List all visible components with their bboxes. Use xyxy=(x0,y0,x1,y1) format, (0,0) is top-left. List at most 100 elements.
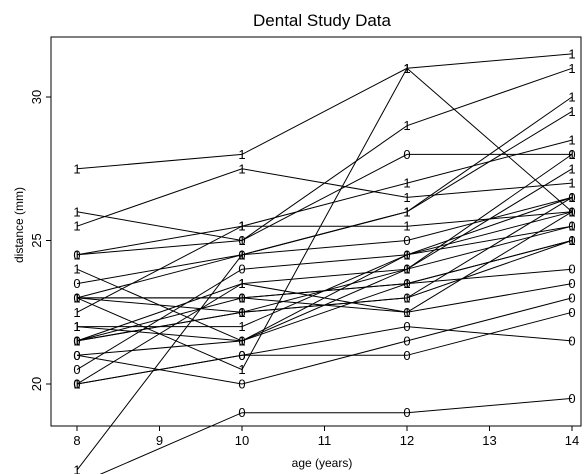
y-axis: 20 25 30 xyxy=(29,90,51,391)
series-18-point-2: 1 xyxy=(238,319,245,334)
series-22-point-3: 1 xyxy=(403,276,410,291)
series-24-point-3: 1 xyxy=(403,204,410,219)
series-5-point-4: 0 xyxy=(568,276,575,291)
series-23-point-2: 1 xyxy=(238,276,245,291)
series-1-point-2: 0 xyxy=(238,377,245,392)
series-23-point-1: 1 xyxy=(73,333,80,348)
series-6-point-1: 0 xyxy=(73,377,80,392)
series-line-19 xyxy=(76,225,573,342)
series-19-point-1: 1 xyxy=(73,262,80,277)
x-tick-label-9: 9 xyxy=(156,433,163,448)
chart-title: Dental Study Data xyxy=(253,11,392,30)
series-7-point-3: 0 xyxy=(403,290,410,305)
series-27-point-4: 1 xyxy=(568,233,575,248)
series-19-point-3: 1 xyxy=(403,247,410,262)
series-21-point-2: 1 xyxy=(238,147,245,162)
series-20-point-3: 1 xyxy=(403,61,410,76)
y-tick-label-20: 20 xyxy=(29,377,44,391)
series-12-point-1: 1 xyxy=(73,204,80,219)
series-9-point-2: 0 xyxy=(238,348,245,363)
series-8-point-4: 0 xyxy=(568,262,575,277)
series-14-point-1: 1 xyxy=(73,290,80,305)
series-26-point-2: 1 xyxy=(238,247,245,262)
series-6-point-2: 0 xyxy=(238,348,245,363)
series-10-point-4: 0 xyxy=(568,391,575,406)
series-15-point-1: 1 xyxy=(73,219,80,234)
series-4-point-2: 0 xyxy=(238,247,245,262)
series-11-point-4: 0 xyxy=(568,147,575,162)
series-11-point-2: 0 xyxy=(238,233,245,248)
series-2-point-4: 0 xyxy=(568,219,575,234)
series-line-25 xyxy=(76,211,573,313)
series-17-point-4: 1 xyxy=(568,133,575,148)
series-21-point-4: 1 xyxy=(568,46,575,61)
x-tick-label-14: 14 xyxy=(565,433,579,448)
series-line-15 xyxy=(76,168,573,227)
series-8-point-3: 0 xyxy=(403,276,410,291)
series-11-point-1: 0 xyxy=(73,247,80,262)
series-17-point-3: 1 xyxy=(403,176,410,191)
series-line-22 xyxy=(77,240,573,299)
series-7-point-4: 0 xyxy=(568,233,575,248)
series-19-point-2: 1 xyxy=(238,333,245,348)
series-layer xyxy=(76,53,573,474)
series-4-point-3: 0 xyxy=(403,233,410,248)
series-6-point-4: 0 xyxy=(568,305,575,320)
series-18-point-4: 1 xyxy=(568,190,575,205)
y-tick-label-25: 25 xyxy=(29,233,44,247)
series-7-point-1: 0 xyxy=(73,333,80,348)
series-1-point-1: 0 xyxy=(73,348,80,363)
series-17-point-1: 1 xyxy=(73,247,80,262)
series-16-point-4: 1 xyxy=(568,204,575,219)
series-10-point-2: 0 xyxy=(238,405,245,420)
series-13-point-4: 1 xyxy=(568,190,575,205)
series-line-21 xyxy=(76,53,573,170)
plot-area-frame xyxy=(50,36,582,427)
series-15-point-3: 1 xyxy=(403,190,410,205)
series-line-10 xyxy=(99,397,573,474)
series-5-point-2: 0 xyxy=(238,290,245,305)
x-tick-label-10: 10 xyxy=(235,433,249,448)
series-1-point-3: 0 xyxy=(403,333,410,348)
series-27-point-2: 1 xyxy=(238,333,245,348)
series-3-point-3: 0 xyxy=(403,247,410,262)
series-3-point-1: 0 xyxy=(73,362,80,377)
series-9-point-4: 0 xyxy=(568,333,575,348)
series-15-point-2: 1 xyxy=(238,161,245,176)
series-18-point-3: 1 xyxy=(403,247,410,262)
series-14-point-4: 1 xyxy=(568,161,575,176)
series-26-point-3: 1 xyxy=(403,204,410,219)
series-line-9 xyxy=(76,326,573,385)
series-3-point-2: 0 xyxy=(238,262,245,277)
x-tick-label-8: 8 xyxy=(73,433,80,448)
series-23-point-4: 1 xyxy=(568,147,575,162)
series-16-point-1: 1 xyxy=(73,377,80,392)
series-14-point-2: 1 xyxy=(238,305,245,320)
series-17-point-2: 1 xyxy=(238,219,245,234)
series-11-point-3: 0 xyxy=(403,147,410,162)
series-2-point-3: 0 xyxy=(403,262,410,277)
series-22-point-1: 1 xyxy=(73,290,80,305)
series-21-point-3: 1 xyxy=(403,61,410,76)
series-7-point-2: 0 xyxy=(238,305,245,320)
series-13-point-1: 1 xyxy=(73,333,80,348)
series-2-point-1: 0 xyxy=(73,348,80,363)
series-8-point-1: 0 xyxy=(73,290,80,305)
series-line-4 xyxy=(76,196,573,285)
x-axis: 8 9 10 11 12 13 14 xyxy=(73,426,579,448)
series-5-point-1: 0 xyxy=(73,333,80,348)
series-15-point-4: 1 xyxy=(568,176,575,191)
series-10-point-3: 0 xyxy=(403,405,410,420)
series-18-point-1: 1 xyxy=(73,319,80,334)
series-23-point-3: 1 xyxy=(403,262,410,277)
series-27-point-3: 1 xyxy=(403,276,410,291)
series-12-point-4: 1 xyxy=(568,61,575,76)
series-12-point-2: 1 xyxy=(238,233,245,248)
series-25-point-4: 1 xyxy=(568,204,575,219)
series-27-point-1: 1 xyxy=(73,319,80,334)
series-2-point-2: 0 xyxy=(238,333,245,348)
series-line-26 xyxy=(76,96,573,299)
series-20-point-2: 1 xyxy=(238,362,245,377)
